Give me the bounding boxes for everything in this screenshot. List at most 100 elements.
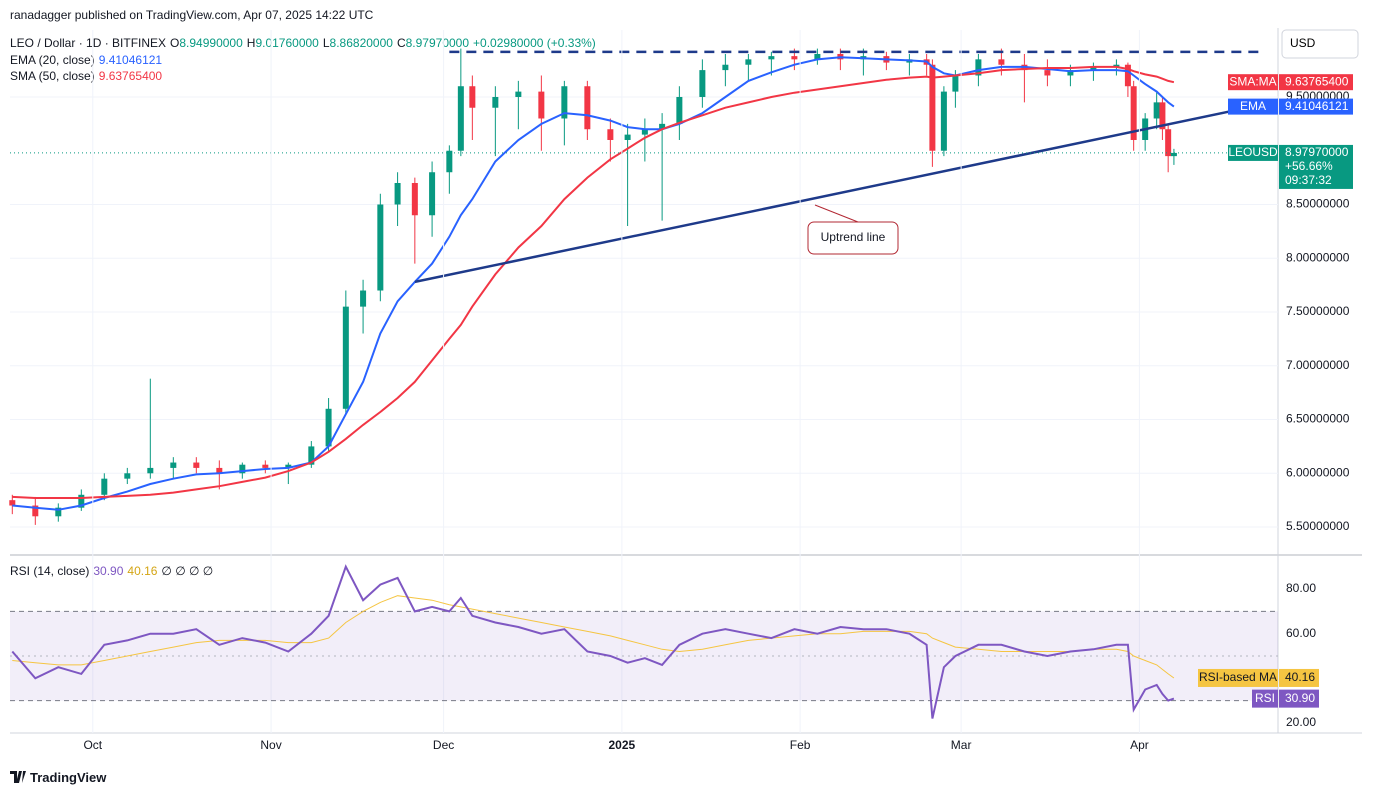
candle-body <box>515 91 522 97</box>
candle-body <box>952 75 959 92</box>
label-name-box <box>1252 689 1278 708</box>
candle-body <box>1044 70 1051 76</box>
candle-body <box>285 464 292 468</box>
candle-body <box>429 172 436 216</box>
candle-body <box>745 59 752 65</box>
drawing-line <box>414 104 1259 284</box>
annotation-callout: Uptrend line <box>807 204 899 255</box>
candle-body <box>55 507 62 517</box>
y-tick-label: 8.00000000 <box>1286 250 1350 264</box>
candle-body <box>1165 129 1172 157</box>
annotation-text: Uptrend line <box>821 230 886 244</box>
symbol: LEO / Dollar · 1D · BITFINEX <box>10 36 167 50</box>
label-name: RSI <box>1255 691 1275 705</box>
indicator-line <box>12 56 1175 511</box>
candle-body <box>699 70 706 97</box>
candle-body <box>239 464 246 474</box>
indicator-line <box>11 564 1175 719</box>
candle-body <box>170 462 177 468</box>
candle-body <box>791 56 798 60</box>
candle-body <box>342 306 349 409</box>
candle-body <box>1124 64 1131 87</box>
candle-body <box>940 91 947 151</box>
candle-body <box>1090 66 1097 71</box>
candle-body <box>78 494 85 508</box>
y-tick-label: 6.50000000 <box>1286 412 1350 426</box>
candle-body <box>722 64 729 71</box>
candle-body <box>1130 86 1137 140</box>
x-tick-label: Dec <box>433 738 454 752</box>
candle-body <box>377 204 384 291</box>
label-value-box <box>1279 668 1319 687</box>
y-tick-label: 60.00 <box>1286 626 1316 640</box>
chart: USD 9.500000008.500000008.000000007.5000… <box>9 28 1362 752</box>
candle-body <box>9 500 16 506</box>
y-tick-label: 20.00 <box>1286 715 1316 729</box>
candle-body <box>975 59 982 76</box>
label-value-box <box>1279 144 1353 189</box>
candle-body <box>492 96 499 108</box>
na-values: ∅ ∅ ∅ ∅ <box>161 564 214 578</box>
candle-body <box>659 123 666 130</box>
candle-body <box>814 53 821 60</box>
ohlc-key: H <box>246 36 256 50</box>
candle-body <box>124 473 131 479</box>
x-tick-label: Apr <box>1130 738 1149 752</box>
rsi-ma-value: 40.16 <box>127 564 158 578</box>
indicator-name: SMA (50, close) <box>10 69 95 83</box>
label-name-box <box>1198 668 1278 687</box>
y-tick-label: 8.50000000 <box>1286 197 1350 211</box>
currency-button[interactable] <box>1281 29 1359 59</box>
brand: TradingView <box>30 770 107 785</box>
ohlc-value: 8.97970000 <box>405 36 470 50</box>
candle-body <box>101 478 108 495</box>
candle-body <box>325 408 332 447</box>
label-value-box <box>1279 689 1319 708</box>
indicator-name: EMA (20, close) <box>10 53 95 67</box>
y-tick-label: 80.00 <box>1286 581 1316 595</box>
candle-body <box>768 56 775 60</box>
ohlc-key: C <box>396 36 406 50</box>
candle-body <box>394 182 401 205</box>
label-name: LEOUSD <box>1228 145 1278 159</box>
candle-body <box>624 134 631 140</box>
candle-body <box>1153 102 1160 119</box>
candle-body <box>561 86 568 119</box>
indicator-line <box>12 595 1175 679</box>
candle-body <box>1159 102 1166 130</box>
brand-logo <box>10 771 26 783</box>
y-tick-label: 7.00000000 <box>1286 358 1350 372</box>
y-tick-label: 7.50000000 <box>1286 304 1350 318</box>
currency: USD <box>1290 36 1316 50</box>
indicator-value: 9.41046121 <box>98 53 163 67</box>
label-name: RSI-based MA <box>1199 670 1277 684</box>
label-value-box <box>1279 74 1353 91</box>
label-value: 9.63765400 <box>1285 74 1349 88</box>
candle-body <box>1067 70 1074 76</box>
candle-body <box>584 86 591 130</box>
rsi-title: RSI (14, close) <box>10 564 90 578</box>
label-extra: 09:37:32 <box>1285 173 1332 187</box>
candle-body <box>1113 64 1120 67</box>
candle-body <box>147 467 154 474</box>
label-value: 9.41046121 <box>1285 99 1349 113</box>
candle-body <box>929 64 936 151</box>
label-name-box <box>1228 74 1278 91</box>
indicator-line <box>12 65 1175 499</box>
candle-body <box>607 129 614 140</box>
ohlc-key: L <box>322 36 330 50</box>
label-name: EMA <box>1240 99 1266 113</box>
x-tick-label: 2025 <box>609 738 636 752</box>
candle-body <box>457 86 464 151</box>
candle-body <box>538 91 545 119</box>
symbol-header: LEO / Dollar · 1D · BITFINEX O8.94990000 H… <box>10 36 600 50</box>
candle-body <box>676 96 683 124</box>
label-value: 8.97970000 <box>1285 145 1349 159</box>
x-tick-label: Oct <box>83 738 102 752</box>
label-value-box <box>1279 98 1353 115</box>
label-name-box <box>1228 98 1278 115</box>
candle-body <box>641 129 648 135</box>
candle-body <box>262 464 269 468</box>
ema-header: EMA (20, close) 9.41046121 <box>10 53 166 67</box>
